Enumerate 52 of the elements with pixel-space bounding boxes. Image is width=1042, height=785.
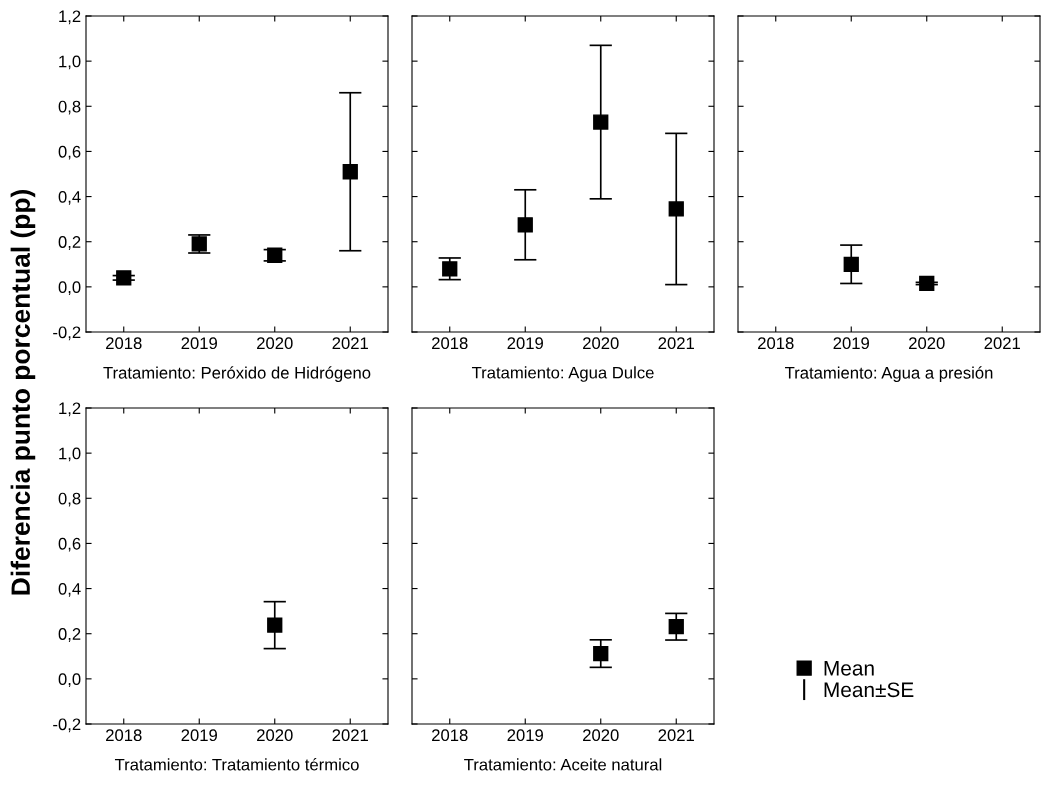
y-tick-label: 0,0 xyxy=(58,281,81,296)
y-tick-label: 1,0 xyxy=(59,447,81,462)
x-tick-label: 2019 xyxy=(507,729,543,742)
x-axis-title: Tratamiento: Aceite natural xyxy=(464,758,662,771)
y-tick-label: 1,2 xyxy=(59,10,81,25)
point xyxy=(267,247,283,263)
x-axis-title: Tratamiento: Tratamiento térmico xyxy=(114,758,359,771)
x-tick-label: 2020 xyxy=(583,337,619,350)
x-tick-label: 2021 xyxy=(332,729,368,742)
y-tick-label: 1,0 xyxy=(59,55,81,70)
y-tick-label: 0,4 xyxy=(58,190,81,205)
y-tick-label: 0,2 xyxy=(58,236,81,250)
point xyxy=(116,270,132,286)
point xyxy=(668,201,684,217)
y-tick-label: 0,2 xyxy=(58,628,81,642)
x-tick-label: 2020 xyxy=(257,337,293,350)
y-tick-label: 0,4 xyxy=(58,582,81,597)
point xyxy=(517,217,533,233)
y-tick-label: 0,8 xyxy=(58,492,81,507)
x-axis-title: Tratamiento: Agua a presión xyxy=(785,366,993,383)
x-tick-label: 2021 xyxy=(658,337,694,350)
point xyxy=(191,236,207,252)
y-tick-label: 0,0 xyxy=(58,673,81,688)
y-tick-label: 0,8 xyxy=(58,100,81,115)
x-tick-label: 2018 xyxy=(106,337,142,350)
x-tick-label: 2020 xyxy=(909,337,945,350)
legend-label: Mean xyxy=(824,661,874,676)
x-tick-label: 2021 xyxy=(658,729,694,742)
y-tick-label: 1,2 xyxy=(59,402,81,417)
x-tick-label: 2021 xyxy=(332,337,368,350)
x-tick-label: 2020 xyxy=(257,729,293,742)
point xyxy=(442,261,458,277)
text: Mean±SE xyxy=(824,682,914,698)
x-tick-label: 2018 xyxy=(106,729,142,742)
point xyxy=(593,114,609,130)
y-tick-label: -0,2 xyxy=(53,718,81,733)
x-tick-label: 2021 xyxy=(984,337,1020,350)
x-tick-label: 2019 xyxy=(181,729,217,742)
x-tick-label: 2018 xyxy=(432,729,468,742)
point xyxy=(342,164,358,180)
x-tick-label: 2019 xyxy=(181,337,217,350)
x-tick-label: 2019 xyxy=(507,337,543,350)
x-axis-title: Tratamiento: Peróxido de Hidrógeno xyxy=(103,366,371,383)
y-tick-label: -0,2 xyxy=(53,326,81,341)
y-axis-title: Diferencia punto porcentual (pp) xyxy=(10,190,36,595)
x-tick-label: 2020 xyxy=(583,729,619,742)
x-axis-title: Tratamiento: Agua Dulce xyxy=(471,366,654,382)
x-tick-label: 2018 xyxy=(432,337,468,350)
x-tick-label: 2018 xyxy=(758,337,794,350)
x-tick-label: 2019 xyxy=(833,337,869,350)
y-tick-label: 0,6 xyxy=(58,145,81,160)
y-tick-label: 0,6 xyxy=(58,537,81,552)
